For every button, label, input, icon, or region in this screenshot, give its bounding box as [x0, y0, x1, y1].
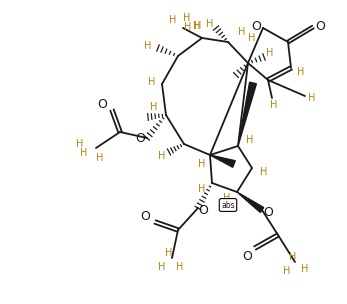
Text: H: H [183, 13, 191, 23]
Text: H: H [80, 148, 88, 158]
Text: H: H [194, 21, 202, 31]
Text: H: H [248, 33, 256, 43]
Text: O: O [198, 205, 208, 217]
Text: H: H [169, 15, 177, 25]
Text: H: H [238, 27, 246, 37]
Text: H: H [76, 139, 84, 149]
Text: H: H [301, 264, 309, 274]
Text: O: O [263, 206, 273, 219]
Text: O: O [315, 20, 325, 33]
Text: H: H [165, 248, 173, 258]
Text: H: H [184, 22, 192, 32]
Text: H: H [289, 252, 297, 262]
Text: H: H [266, 48, 274, 58]
Text: H: H [158, 151, 166, 161]
Text: H: H [144, 41, 152, 51]
Polygon shape [237, 192, 264, 212]
Text: H: H [193, 21, 201, 31]
Text: H: H [246, 135, 254, 145]
Text: H: H [198, 159, 206, 169]
Text: H: H [158, 262, 166, 272]
Text: H: H [176, 262, 184, 272]
Text: O: O [135, 133, 145, 146]
Polygon shape [210, 155, 235, 167]
Text: H: H [198, 184, 206, 194]
Text: H: H [206, 19, 214, 29]
Text: O: O [97, 98, 107, 112]
Text: O: O [242, 250, 252, 262]
Text: O: O [140, 210, 150, 223]
Text: H: H [223, 193, 231, 203]
Text: H: H [96, 153, 104, 163]
Text: H: H [308, 93, 316, 103]
Text: abs: abs [221, 201, 235, 209]
Text: H: H [260, 167, 268, 177]
Polygon shape [238, 82, 256, 146]
Text: O: O [251, 19, 261, 33]
Text: H: H [297, 67, 305, 77]
Text: H: H [283, 266, 291, 276]
Text: H: H [148, 77, 156, 87]
Text: H: H [150, 102, 158, 112]
Text: H: H [270, 100, 278, 110]
